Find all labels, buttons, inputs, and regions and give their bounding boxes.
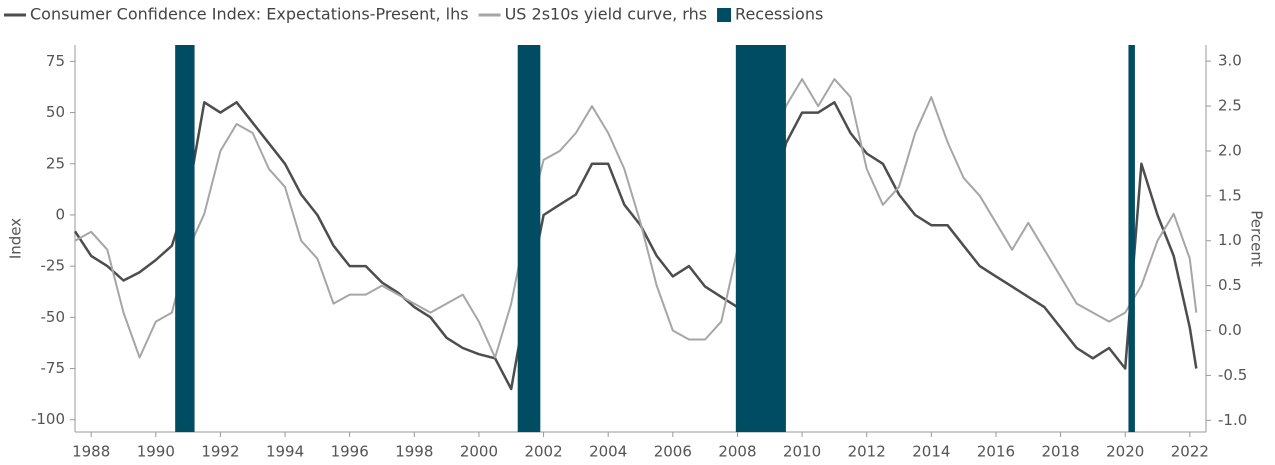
x-tick-label: 2012 bbox=[848, 443, 886, 461]
y2-tick-label: 1.0 bbox=[1218, 231, 1242, 249]
x-tick-label: 1994 bbox=[266, 443, 304, 461]
legend: Consumer Confidence Index: Expectations-… bbox=[4, 5, 823, 24]
legend-label: Consumer Confidence Index: Expectations-… bbox=[30, 5, 469, 24]
recession-band bbox=[1128, 45, 1135, 432]
y-axis-title: Index bbox=[7, 218, 25, 259]
x-tick-label: 2022 bbox=[1171, 443, 1209, 461]
y-tick-label: -50 bbox=[41, 308, 66, 326]
legend-swatch bbox=[717, 8, 732, 22]
y2-tick-label: 0.0 bbox=[1218, 321, 1242, 339]
x-tick-label: 1988 bbox=[72, 443, 110, 461]
x-tick-label: 1992 bbox=[201, 443, 239, 461]
x-tick-label: 2004 bbox=[589, 443, 627, 461]
recession-band bbox=[735, 45, 786, 432]
series-line bbox=[74, 78, 1198, 359]
y2-tick-label: -1.0 bbox=[1218, 411, 1247, 429]
x-tick-label: 1998 bbox=[395, 443, 433, 461]
y-tick-label: 75 bbox=[46, 52, 65, 70]
y2-axis-title: Percent bbox=[1248, 210, 1266, 267]
y2-tick-label: 2.0 bbox=[1218, 141, 1242, 159]
y-tick-label: -25 bbox=[41, 257, 66, 275]
x-tick-label: 1996 bbox=[331, 443, 369, 461]
y-tick-label: -100 bbox=[31, 410, 65, 428]
y-tick-label: -75 bbox=[41, 359, 66, 377]
x-tick-label: 2000 bbox=[460, 443, 498, 461]
legend-label: Recessions bbox=[735, 5, 823, 24]
legend-label: US 2s10s yield curve, rhs bbox=[505, 5, 707, 24]
recession-band bbox=[517, 45, 541, 432]
series-line bbox=[73, 101, 1198, 391]
y2-tick-label: 1.5 bbox=[1218, 186, 1242, 204]
x-tick-label: 1990 bbox=[137, 443, 175, 461]
y2-tick-label: 2.5 bbox=[1218, 97, 1242, 115]
x-tick-label: 2020 bbox=[1106, 443, 1144, 461]
y-tick-label: 0 bbox=[55, 205, 65, 223]
y-tick-label: 50 bbox=[46, 103, 65, 121]
y2-tick-label: -0.5 bbox=[1218, 366, 1247, 384]
y2-tick-label: 0.5 bbox=[1218, 276, 1242, 294]
recession-band bbox=[175, 45, 195, 432]
x-tick-label: 2016 bbox=[977, 443, 1015, 461]
x-tick-label: 2014 bbox=[912, 443, 950, 461]
x-tick-label: 2006 bbox=[654, 443, 692, 461]
y2-tick-label: 3.0 bbox=[1218, 52, 1242, 70]
x-tick-label: 2008 bbox=[718, 443, 756, 461]
x-tick-label: 2002 bbox=[524, 443, 562, 461]
y-tick-label: 25 bbox=[46, 154, 65, 172]
x-tick-label: 2018 bbox=[1041, 443, 1079, 461]
x-tick-label: 2010 bbox=[783, 443, 821, 461]
